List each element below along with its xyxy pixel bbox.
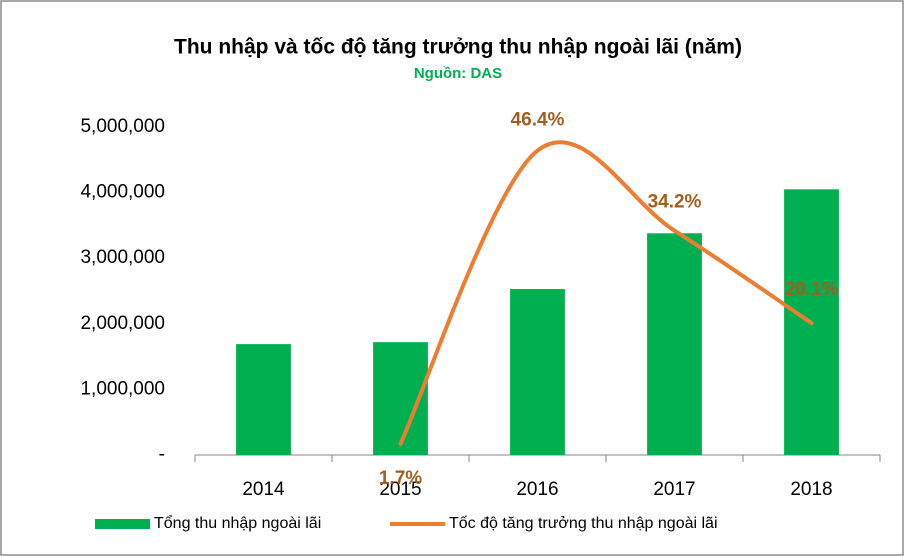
legend-label: Tốc độ tăng trưởng thu nhập ngoài lãi [449,515,718,532]
line-series [398,140,814,446]
chart-subtitle: Nguồn: DAS [414,65,502,82]
x-tick-label: 2015 [379,479,421,500]
y-tick-label: 3,000,000 [80,247,165,268]
bar [647,233,702,455]
x-tick-label: 2014 [242,479,285,500]
x-tick-label: 2017 [653,479,695,500]
y-tick-label: 2,000,000 [80,313,165,334]
legend-label: Tổng thu nhập ngoài lãi [154,514,321,532]
x-tick-label: 2018 [790,479,832,500]
bar [236,344,291,455]
data-label: 1.7% [379,468,422,489]
data-label: 34.2% [648,192,702,213]
y-tick-label: 4,000,000 [80,182,165,203]
data-label: 46.4% [511,110,565,131]
bar [510,289,565,455]
y-tick-label: 1,000,000 [80,378,165,399]
y-tick-label: - [159,444,165,465]
x-tick-label: 2016 [516,479,558,500]
chart-title: Thu nhập và tốc độ tăng trưởng thu nhập … [174,36,742,59]
legend-swatch [95,519,150,529]
data-label: 20.1% [785,279,839,300]
y-tick-label: 5,000,000 [80,116,165,137]
